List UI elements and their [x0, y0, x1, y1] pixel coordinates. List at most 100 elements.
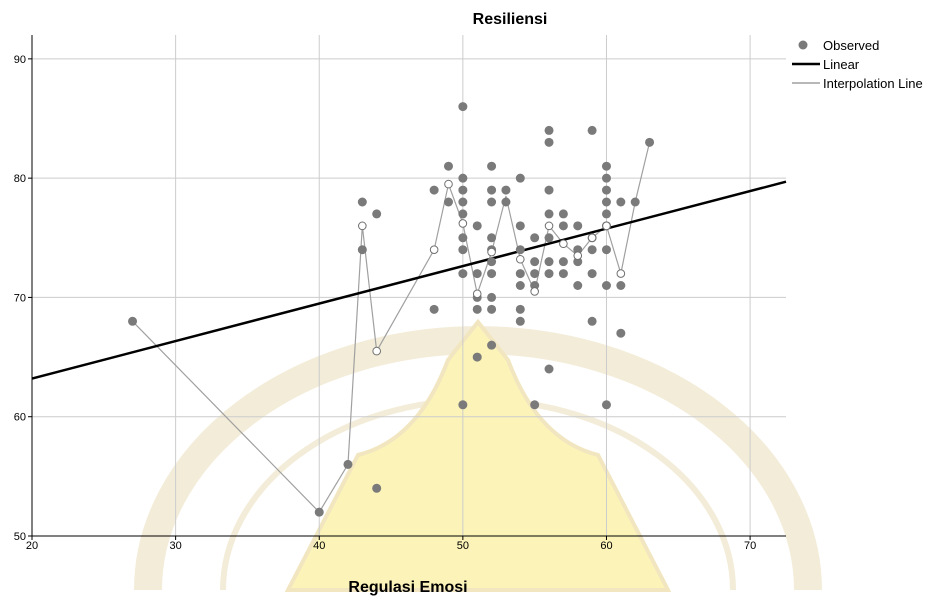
interpolation-marker-13 — [602, 221, 611, 231]
observed-point-78 — [601, 400, 611, 410]
observed-point-10 — [443, 197, 453, 207]
observed-point-37 — [515, 173, 525, 183]
linear-fit-line — [31, 180, 787, 380]
observed-point-35 — [501, 185, 511, 195]
observed-point-64 — [573, 281, 583, 290]
observed-point-1 — [314, 507, 324, 517]
interpolation-marker-2 — [429, 245, 439, 255]
observed-point-51 — [544, 185, 554, 195]
observed-point-3 — [357, 197, 367, 207]
observed-point-45 — [530, 257, 540, 267]
interpolation-marker-1 — [372, 346, 381, 356]
observed-point-82 — [630, 197, 640, 207]
observed-point-77 — [601, 281, 611, 290]
observed-point-50 — [544, 137, 554, 147]
interpolation-markers — [358, 179, 626, 356]
observed-point-83 — [645, 137, 655, 147]
observed-point-62 — [573, 245, 583, 255]
x-tick-label-20: 20 — [26, 540, 38, 552]
observed-point-27 — [487, 197, 497, 207]
x-tick-label-40: 40 — [313, 540, 325, 552]
axes — [31, 35, 786, 537]
observed-point-16 — [458, 233, 468, 243]
observed-point-17 — [458, 245, 468, 255]
interpolation-marker-7 — [516, 254, 525, 264]
observed-point-2 — [343, 459, 353, 469]
y-tick-label-80: 80 — [14, 173, 26, 185]
observed-point-5 — [372, 209, 382, 219]
observed-point-41 — [515, 281, 525, 290]
interpolation-marker-14 — [616, 269, 626, 278]
observed-point-11 — [458, 102, 468, 112]
observed-point-43 — [515, 316, 525, 326]
observed-point-60 — [558, 269, 568, 279]
observed-point-6 — [372, 483, 382, 493]
y-tick-label-90: 90 — [14, 54, 26, 66]
observed-point-26 — [487, 185, 497, 195]
observed-point-72 — [601, 185, 611, 195]
legend-observed-label: Observed — [823, 38, 879, 53]
observed-point-59 — [558, 257, 568, 267]
observed-point-80 — [616, 281, 626, 290]
observed-point-79 — [616, 197, 626, 207]
linear-fit-series — [31, 180, 787, 380]
observed-point-53 — [544, 233, 554, 243]
x-tick-label-30: 30 — [169, 540, 181, 552]
observed-point-9 — [443, 161, 453, 171]
x-axis-ticks: 20 30 40 50 60 70 — [26, 536, 756, 552]
interpolation-marker-5 — [472, 289, 482, 299]
interpolation-marker-10 — [559, 239, 568, 249]
university-seal-watermark — [134, 318, 822, 592]
observed-point-57 — [558, 209, 568, 219]
observed-point-15 — [458, 209, 468, 219]
observed-point-4 — [357, 245, 367, 255]
x-axis-label: Regulasi Emosi — [348, 579, 467, 596]
observed-point-48 — [530, 400, 540, 410]
observed-point-7 — [429, 185, 439, 195]
observed-point-25 — [487, 161, 497, 171]
legend-linear-label: Linear — [823, 57, 860, 72]
observed-point-18 — [458, 269, 468, 279]
observed-point-31 — [487, 269, 497, 279]
observed-point-73 — [601, 197, 611, 207]
y-tick-label-60: 60 — [14, 412, 26, 424]
legend: Observed Linear Interpolation Line — [792, 38, 923, 91]
interpolation-marker-8 — [530, 287, 539, 296]
observed-point-46 — [530, 269, 540, 279]
observed-point-8 — [429, 304, 439, 314]
interpolation-marker-12 — [587, 233, 597, 243]
observed-point-39 — [515, 245, 525, 255]
x-tick-label-60: 60 — [600, 540, 612, 552]
observed-point-58 — [558, 221, 568, 231]
observed-point-34 — [487, 340, 497, 350]
x-tick-label-50: 50 — [457, 540, 469, 552]
observed-point-69 — [587, 316, 597, 326]
observed-point-54 — [544, 257, 554, 267]
observed-point-71 — [601, 173, 611, 183]
interpolation-marker-9 — [544, 221, 554, 231]
observed-point-13 — [458, 185, 468, 195]
legend-observed-marker — [798, 40, 808, 50]
y-axis-ticks: 50 60 70 80 90 — [14, 54, 32, 543]
interpolation-marker-6 — [487, 247, 496, 257]
observed-point-74 — [601, 209, 611, 219]
observed-point-32 — [487, 292, 497, 302]
interpolation-marker-11 — [573, 251, 583, 260]
observed-point-81 — [616, 328, 626, 338]
interpolation-marker-4 — [458, 219, 468, 228]
observed-point-21 — [472, 269, 482, 279]
y-tick-label-50: 50 — [14, 531, 26, 543]
chart-title: Resiliensi — [473, 11, 548, 28]
observed-point-36 — [501, 197, 511, 207]
observed-point-70 — [601, 161, 611, 171]
y-tick-label-70: 70 — [14, 292, 26, 304]
observed-point-55 — [544, 269, 554, 279]
observed-point-47 — [530, 281, 540, 290]
observed-point-63 — [573, 257, 583, 267]
legend-interpolation-label: Interpolation Line — [823, 76, 923, 91]
observed-point-42 — [515, 304, 525, 314]
interpolation-marker-3 — [444, 179, 453, 189]
observed-point-24 — [472, 352, 482, 362]
observed-point-68 — [587, 269, 597, 279]
